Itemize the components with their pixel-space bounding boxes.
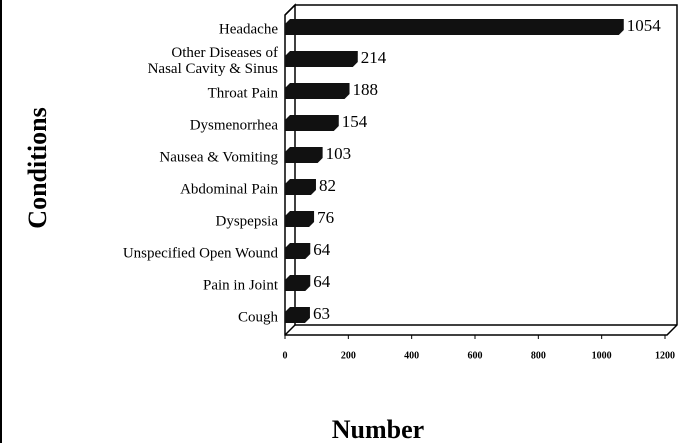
- bar: [285, 275, 311, 291]
- bar: [285, 211, 315, 227]
- plot-floor-edge: [284, 324, 296, 336]
- y-tick-label: Headache: [219, 21, 278, 37]
- value-label: 82: [319, 176, 336, 195]
- bar: [285, 147, 323, 163]
- bar: [285, 51, 358, 67]
- value-label: 64: [313, 240, 331, 259]
- y-tick-label: Unspecified Open Wound: [123, 245, 279, 261]
- y-tick-label: Pain in Joint: [203, 277, 279, 293]
- value-label: 103: [326, 144, 352, 163]
- x-tick-label: 1000: [592, 350, 612, 361]
- y-tick-label: Other Diseases of Nasal Cavity & Sinus: [148, 45, 279, 77]
- bar: [285, 307, 310, 323]
- bar: [285, 83, 350, 99]
- value-label: 64: [313, 272, 331, 291]
- plot-back-wall: [284, 3, 677, 326]
- bar: [285, 19, 624, 35]
- x-axis-title: Number: [332, 415, 424, 443]
- y-tick-label: Dysmenorrhea: [190, 117, 279, 133]
- value-label: 76: [317, 208, 334, 227]
- y-axis-title: Conditions: [23, 107, 52, 228]
- x-tick-label: 400: [404, 350, 419, 361]
- value-label: 63: [313, 304, 330, 323]
- y-tick-label: Abdominal Pain: [180, 181, 278, 197]
- y-tick-label: Dyspepsia: [216, 213, 279, 229]
- x-tick-label: 1200: [655, 350, 675, 361]
- bar: [285, 179, 316, 195]
- bar: [285, 243, 311, 259]
- y-tick-label: Nausea & Vomiting: [159, 149, 278, 165]
- value-label: 214: [361, 48, 387, 67]
- y-tick-label: Throat Pain: [208, 85, 279, 101]
- value-label: 188: [353, 80, 379, 99]
- x-tick-label: 600: [468, 350, 483, 361]
- x-tick-label: 200: [341, 350, 356, 361]
- y-tick-label: Cough: [238, 309, 279, 325]
- value-label: 154: [342, 112, 368, 131]
- x-tick-label: 800: [531, 350, 546, 361]
- x-tick-label: 0: [283, 350, 288, 361]
- bar: [285, 115, 339, 131]
- value-label: 1054: [627, 16, 662, 35]
